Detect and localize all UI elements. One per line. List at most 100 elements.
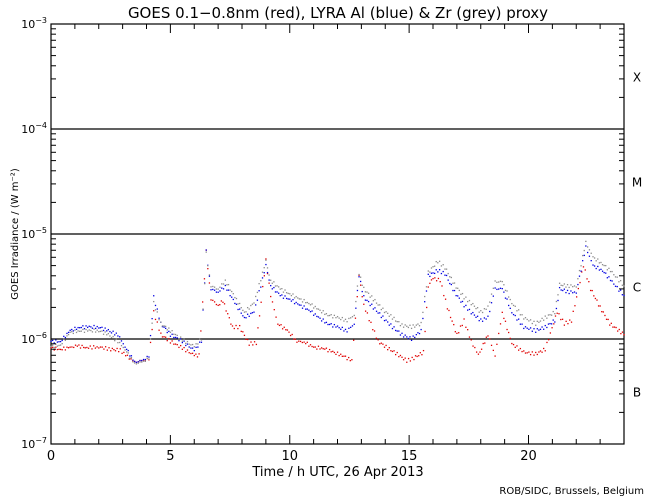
data-point bbox=[149, 341, 152, 344]
data-point bbox=[224, 279, 226, 281]
data-point bbox=[585, 245, 587, 247]
data-point bbox=[135, 363, 138, 365]
data-point bbox=[169, 335, 172, 337]
data-point bbox=[597, 305, 600, 307]
data-point bbox=[459, 325, 462, 327]
data-point bbox=[496, 343, 498, 345]
data-point bbox=[200, 330, 202, 332]
data-point bbox=[186, 349, 189, 351]
data-point bbox=[139, 361, 141, 363]
data-point bbox=[313, 346, 315, 348]
data-point bbox=[429, 282, 431, 284]
data-point bbox=[287, 292, 289, 295]
data-point bbox=[531, 322, 533, 325]
data-point bbox=[261, 277, 264, 279]
data-point bbox=[309, 311, 312, 313]
data-point bbox=[83, 328, 86, 330]
data-point bbox=[260, 280, 262, 282]
data-point bbox=[519, 314, 522, 316]
data-point bbox=[289, 298, 291, 300]
data-point bbox=[485, 336, 488, 338]
data-point bbox=[99, 346, 102, 348]
data-point bbox=[313, 307, 315, 309]
data-point bbox=[483, 317, 486, 319]
data-point bbox=[458, 289, 460, 292]
data-point bbox=[430, 279, 433, 281]
data-point bbox=[477, 353, 480, 355]
data-point bbox=[458, 297, 460, 299]
data-point bbox=[229, 289, 231, 291]
data-point bbox=[390, 314, 392, 316]
data-point bbox=[233, 327, 235, 330]
data-point bbox=[363, 295, 365, 297]
data-point bbox=[117, 335, 119, 337]
data-point bbox=[582, 254, 584, 257]
data-point bbox=[75, 328, 78, 331]
data-point bbox=[273, 308, 275, 311]
data-point bbox=[124, 349, 126, 351]
data-point bbox=[314, 305, 316, 308]
data-point bbox=[340, 328, 342, 330]
data-point bbox=[332, 350, 334, 353]
data-point bbox=[366, 299, 368, 302]
data-point bbox=[430, 272, 433, 274]
data-point bbox=[577, 287, 579, 290]
data-point bbox=[325, 313, 328, 315]
data-point bbox=[207, 265, 209, 267]
data-point bbox=[253, 341, 256, 343]
data-point bbox=[281, 287, 283, 290]
data-point bbox=[285, 297, 288, 300]
data-point bbox=[356, 285, 359, 287]
data-point bbox=[165, 325, 167, 328]
data-point bbox=[565, 320, 567, 322]
data-point bbox=[586, 278, 588, 280]
data-point bbox=[623, 334, 625, 336]
data-point bbox=[348, 356, 350, 359]
data-point bbox=[492, 349, 494, 352]
data-point bbox=[343, 320, 345, 322]
data-point bbox=[234, 296, 236, 299]
data-point bbox=[245, 338, 247, 340]
data-point bbox=[271, 301, 274, 303]
data-point bbox=[519, 347, 522, 350]
data-point bbox=[237, 303, 239, 305]
data-point bbox=[319, 317, 321, 319]
data-point bbox=[550, 323, 553, 325]
data-point bbox=[299, 340, 302, 343]
data-point bbox=[174, 333, 177, 336]
data-point bbox=[484, 342, 486, 344]
data-point bbox=[174, 343, 177, 345]
data-point bbox=[76, 345, 78, 347]
data-point bbox=[219, 290, 221, 292]
data-point bbox=[444, 274, 446, 276]
data-point bbox=[363, 286, 365, 289]
data-point bbox=[185, 351, 187, 353]
y-tick-labels: 10−310−410−510−610−7 bbox=[21, 16, 47, 451]
data-point bbox=[387, 312, 389, 314]
data-point bbox=[278, 286, 280, 288]
data-point bbox=[198, 353, 200, 355]
data-point bbox=[284, 289, 286, 291]
data-point bbox=[575, 292, 577, 294]
data-point bbox=[301, 307, 304, 309]
data-point bbox=[616, 276, 618, 278]
data-point bbox=[541, 351, 543, 353]
data-point bbox=[574, 305, 576, 307]
data-point bbox=[455, 287, 457, 289]
data-point bbox=[418, 332, 421, 335]
data-point bbox=[87, 330, 89, 332]
data-point bbox=[180, 338, 182, 340]
data-point bbox=[53, 349, 55, 351]
y-tick-exponent: −4 bbox=[35, 121, 47, 130]
data-point bbox=[50, 347, 52, 349]
data-point bbox=[311, 303, 313, 305]
data-point bbox=[296, 341, 298, 343]
data-point bbox=[101, 330, 103, 332]
data-point bbox=[80, 330, 82, 332]
data-point bbox=[295, 295, 297, 298]
data-point bbox=[239, 302, 241, 305]
data-point bbox=[56, 345, 59, 347]
data-point bbox=[385, 311, 387, 313]
data-point bbox=[447, 279, 449, 281]
